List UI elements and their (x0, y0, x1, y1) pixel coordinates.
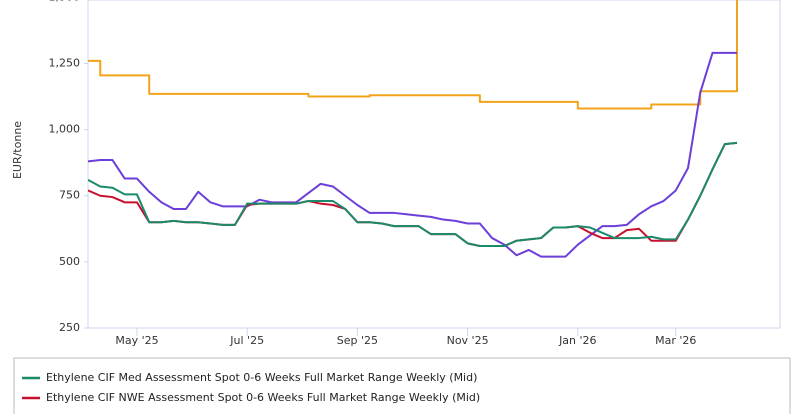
series-line (88, 141, 738, 247)
y-tick-label: 500 (59, 255, 80, 268)
plot-area (88, 0, 738, 258)
x-tick-label: Jul '25 (229, 334, 264, 347)
plot-frame (87, 0, 781, 329)
y-tick-label: 750 (59, 189, 80, 202)
legend-label: Ethylene CIF NWE Assessment Spot 0-6 Wee… (46, 391, 480, 404)
y-axis-label: EUR/tonne (11, 121, 24, 179)
legend-label: Ethylene CIF Med Assessment Spot 0-6 Wee… (46, 371, 477, 384)
y-tick-label: 1,000 (49, 123, 81, 136)
x-tick-label: Mar '26 (655, 334, 696, 347)
x-tick-label: Jan '26 (558, 334, 596, 347)
x-tick-label: Sep '25 (337, 334, 378, 347)
series-line (88, 51, 737, 258)
legend-box (13, 357, 791, 414)
x-tick-label: Nov '25 (447, 334, 489, 347)
x-tick-label: May '25 (115, 334, 158, 347)
y-tick-label: 1,500 (49, 0, 81, 3)
series-line (88, 141, 738, 247)
y-tick-label: 1,250 (49, 56, 81, 69)
series-line (88, 0, 738, 110)
y-tick-label: 250 (59, 321, 80, 334)
